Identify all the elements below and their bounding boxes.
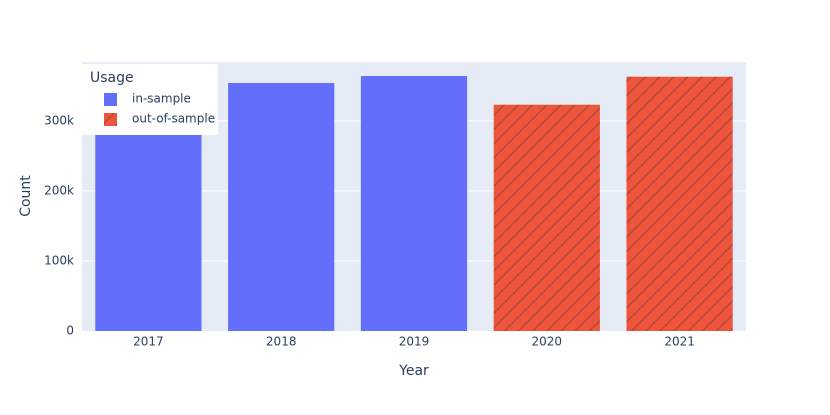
y-tick-label: 0 <box>66 324 74 338</box>
x-tick-label: 2020 <box>532 335 563 349</box>
y-axis-title: Count <box>18 175 34 217</box>
x-tick-label: 2017 <box>133 335 164 349</box>
bar <box>360 76 468 332</box>
legend: Usage in-sample out-of-sample <box>82 64 218 135</box>
y-tick-label: 300k <box>44 113 74 127</box>
x-tick-label: 2018 <box>266 335 297 349</box>
bar <box>228 83 335 331</box>
legend-swatch <box>104 113 117 126</box>
legend-label: in-sample <box>132 92 191 106</box>
legend-swatch <box>104 93 117 106</box>
bar <box>493 104 600 331</box>
x-tick-label: 2019 <box>399 335 430 349</box>
x-axis-title: Year <box>398 363 429 379</box>
y-tick-label: 200k <box>44 183 74 197</box>
x-tick-label: 2021 <box>664 335 695 349</box>
legend-title: Usage <box>90 70 134 86</box>
legend-label: out-of-sample <box>132 112 215 126</box>
bar <box>626 76 733 331</box>
y-tick-label: 100k <box>44 253 74 267</box>
